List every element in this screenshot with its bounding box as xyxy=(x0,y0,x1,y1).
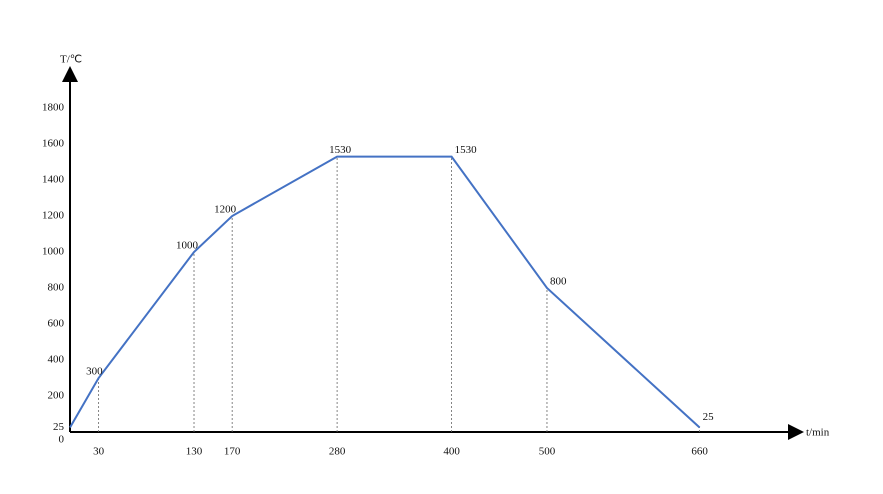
data-label: 25 xyxy=(703,411,715,423)
y-tick-label: 600 xyxy=(48,318,65,330)
y-tick-label: 25 xyxy=(53,421,65,433)
x-tick-label: 280 xyxy=(329,446,346,458)
data-label: 1530 xyxy=(329,144,352,156)
data-label: 1000 xyxy=(176,240,199,252)
data-label: 300 xyxy=(86,366,103,378)
data-label: 800 xyxy=(550,276,567,288)
x-tick-label: 30 xyxy=(93,446,105,458)
x-tick-label: 400 xyxy=(443,446,460,458)
y-tick-label: 200 xyxy=(48,390,65,402)
x-axis-label: t/min xyxy=(806,427,830,439)
x-tick-label: 130 xyxy=(186,446,203,458)
data-label: 1200 xyxy=(214,204,237,216)
y-tick-label: 1600 xyxy=(42,138,65,150)
y-axis-label: T/℃ xyxy=(60,54,82,66)
y-tick-label: 800 xyxy=(48,282,65,294)
y-tick-label: 1200 xyxy=(42,210,65,222)
x-tick-label: 660 xyxy=(691,446,708,458)
y-tick-label: 1800 xyxy=(42,102,65,114)
y-tick-label: 0 xyxy=(59,434,65,446)
y-tick-label: 400 xyxy=(48,354,65,366)
y-tick-label: 1400 xyxy=(42,174,65,186)
y-tick-label: 1000 xyxy=(42,246,65,258)
x-tick-label: 170 xyxy=(224,446,241,458)
data-line xyxy=(69,155,701,429)
x-tick-label: 500 xyxy=(539,446,556,458)
data-label: 1530 xyxy=(455,144,478,156)
